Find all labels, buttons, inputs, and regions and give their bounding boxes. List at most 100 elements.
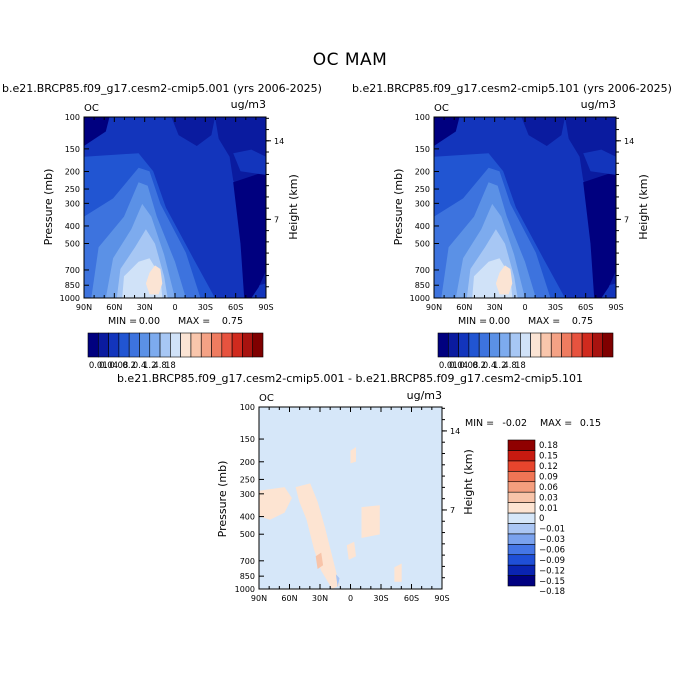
panel2-ylabel: Pressure (mb) <box>392 169 405 246</box>
colorbar-swatch <box>550 332 562 358</box>
colorbar-swatch <box>447 332 459 358</box>
panel2-xtick-label: 60N <box>456 303 472 312</box>
colorbar-label: 0.4 <box>133 361 147 371</box>
contour-band-dark-nw <box>84 117 110 146</box>
panel2-ytick-label: 100 <box>415 113 430 122</box>
diff-colorbar-swatch <box>507 502 536 514</box>
colorbar-swatch <box>211 332 223 358</box>
diff-htick-label: 14 <box>450 427 460 436</box>
colorbar-swatch <box>139 332 151 358</box>
contour-band-sh-dark <box>583 171 616 298</box>
panel1-ytick-label: 500 <box>65 240 80 249</box>
colorbar-swatch <box>592 332 604 358</box>
colorbar-label: 0.2 <box>122 361 136 371</box>
contour-band-upper-trop <box>521 117 565 146</box>
diff-colorbar-label: 0.09 <box>539 473 558 483</box>
contour-band-sh-patch <box>233 149 266 175</box>
panel2-ytick-label: 500 <box>415 240 430 249</box>
page-title: OC MAM <box>312 50 388 70</box>
diff-band-pos-1 <box>259 487 292 520</box>
panel2-ytick-label: 700 <box>415 266 430 275</box>
colorbar-label: 18 <box>165 361 176 371</box>
panel1-ytick-label: 150 <box>65 145 80 154</box>
panel2-ytick-label: 300 <box>415 199 430 208</box>
panel2-xtick-label: 60S <box>578 303 593 312</box>
diff-colorbar-swatch <box>507 533 536 545</box>
colorbar-swatch <box>458 332 470 358</box>
diff-units: ug/m3 <box>407 389 442 402</box>
colorbar-label: 0.4 <box>483 361 497 371</box>
colorbar-swatch <box>200 332 212 358</box>
colorbar-label: 0.01 <box>89 361 108 371</box>
diff-colorbar-swatch <box>507 460 536 472</box>
panel2-plot: 90N 60N 30N 0 30S 60S 90S 100 150 200 250 300 400 500… <box>392 98 650 371</box>
panel1-ytick-label: 300 <box>65 199 80 208</box>
panel1-ytick-label: 850 <box>65 281 80 290</box>
diff-min-value: -0.02 <box>502 418 527 429</box>
colorbar-swatch <box>190 332 202 358</box>
diff-band-pos-5 <box>394 563 402 582</box>
diff-band-pos-3 <box>361 505 380 538</box>
diff-colorbar-swatch <box>507 575 536 587</box>
diff-colorbar-swatch <box>507 481 536 493</box>
colorbar-label: 0.2 <box>472 361 486 371</box>
colorbar-swatch <box>221 332 233 358</box>
diff-colorbar-label: −0.18 <box>539 587 565 597</box>
diff-colorbar-label: 0.18 <box>539 441 558 451</box>
colorbar-label: 18 <box>515 361 526 371</box>
panel2-xtick-label: 30N <box>487 303 503 312</box>
diff-colorbar-swatch <box>507 450 536 462</box>
colorbar-swatch <box>509 332 521 358</box>
diff-colorbar-swatch <box>507 470 536 483</box>
diff-band-peak <box>315 552 324 569</box>
colorbar-swatch <box>242 332 254 358</box>
colorbar-swatch <box>478 332 490 358</box>
colorbar-swatch <box>170 332 181 358</box>
diff-colorbar-label: 0.01 <box>539 504 558 514</box>
diff-ytick-label: 850 <box>240 572 255 581</box>
diff-colorbar-label: 0.03 <box>539 493 558 503</box>
colorbar-label: 1.2 <box>493 361 507 371</box>
diff-band-neg <box>335 574 340 588</box>
diff-xtick-label: 90S <box>434 594 449 603</box>
diff-xtick-label: 60S <box>404 594 419 603</box>
diff-ytick-label: 300 <box>240 490 255 499</box>
diff-contour-field <box>259 407 442 589</box>
contour-band-upper-trop <box>171 117 215 146</box>
diff-xtick-label: 30N <box>312 594 328 603</box>
colorbar-label: 0.08 <box>109 361 128 371</box>
panel1-xtick-label: 30S <box>198 303 213 312</box>
colorbar-swatch <box>468 332 480 358</box>
panel2-max-label: MAX = <box>528 316 560 327</box>
colorbar-swatch <box>520 332 531 358</box>
colorbar-label: 0.04 <box>99 361 118 371</box>
colorbar-label: 0.04 <box>449 361 468 371</box>
colorbar-swatch <box>581 332 593 358</box>
colorbar-swatch <box>499 332 511 358</box>
panel2-max-value: 0.75 <box>572 316 593 327</box>
panel1-xtick-label: 90S <box>258 303 273 312</box>
panel2-xtick-label: 0 <box>522 303 527 312</box>
colorbar-swatch <box>252 332 264 358</box>
diff-colorbar-swatch <box>507 554 536 566</box>
diff-ytick-label: 150 <box>240 435 255 444</box>
diff-xtick-label: 60N <box>281 594 297 603</box>
colorbar-swatch <box>571 332 583 358</box>
contour-band-peak <box>495 265 513 295</box>
diff-xtick-label: 30S <box>373 594 388 603</box>
panel1-contour-field <box>84 117 266 298</box>
contour-band-sh-dark <box>233 171 266 298</box>
panel2-title: b.e21.BRCP85.f09_g17.cesm2-cmip5.101 (yr… <box>352 82 672 95</box>
panel2-xtick-label: 90N <box>426 303 442 312</box>
diff-ytick-label: 100 <box>240 403 255 412</box>
panel2-ytick-label: 850 <box>415 281 430 290</box>
diff-colorbar-swatch <box>507 564 536 576</box>
diff-colorbar-label: −0.03 <box>539 535 565 545</box>
panel1-xtick-label: 60N <box>106 303 122 312</box>
panel2-ytick-label: 150 <box>415 145 430 154</box>
diff-colorbar-label: 0.12 <box>539 462 558 472</box>
panel1-xtick-label: 0 <box>172 303 177 312</box>
panel2-contour-field <box>434 117 616 298</box>
panel2-axes: 90N 60N 30N 0 30S 60S 90S 100 150 200 250 300 400 500… <box>410 113 635 312</box>
